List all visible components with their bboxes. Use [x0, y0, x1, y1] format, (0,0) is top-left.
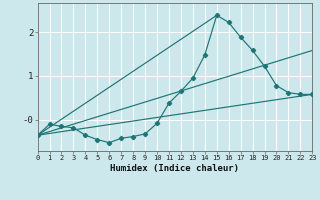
X-axis label: Humidex (Indice chaleur): Humidex (Indice chaleur) — [110, 164, 239, 173]
